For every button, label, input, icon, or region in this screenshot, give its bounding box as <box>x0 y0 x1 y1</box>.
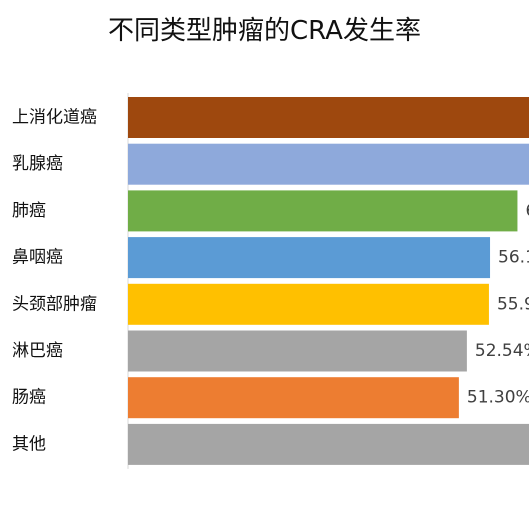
bar-3 <box>128 190 518 232</box>
bar-5 <box>128 283 489 325</box>
value-label-7: 51.30% <box>467 388 529 408</box>
chart-title: 不同类型肿瘤的CRA发生率 <box>108 16 421 46</box>
bar-4 <box>128 237 491 279</box>
value-label-6: 52.54% <box>475 341 529 361</box>
category-label-5: 头颈部肿瘤 <box>12 294 97 314</box>
bar-8 <box>128 423 529 465</box>
bar-2 <box>128 143 529 185</box>
category-label-4: 鼻咽癌 <box>12 248 63 268</box>
bar-7 <box>128 377 459 419</box>
bar-6 <box>128 330 467 372</box>
value-label-3: 60.38% <box>525 201 529 221</box>
value-label-4: 56.13% <box>498 248 529 268</box>
value-label-5: 55.96% <box>497 294 529 314</box>
category-label-7: 肠癌 <box>12 388 46 408</box>
category-label-2: 乳腺癌 <box>12 154 63 174</box>
category-label-8: 其他 <box>12 434 46 454</box>
category-label-3: 肺癌 <box>12 201 46 221</box>
category-label-6: 淋巴癌 <box>12 341 63 361</box>
bar-1 <box>128 97 529 138</box>
category-label-1: 上消化道癌 <box>12 108 97 128</box>
